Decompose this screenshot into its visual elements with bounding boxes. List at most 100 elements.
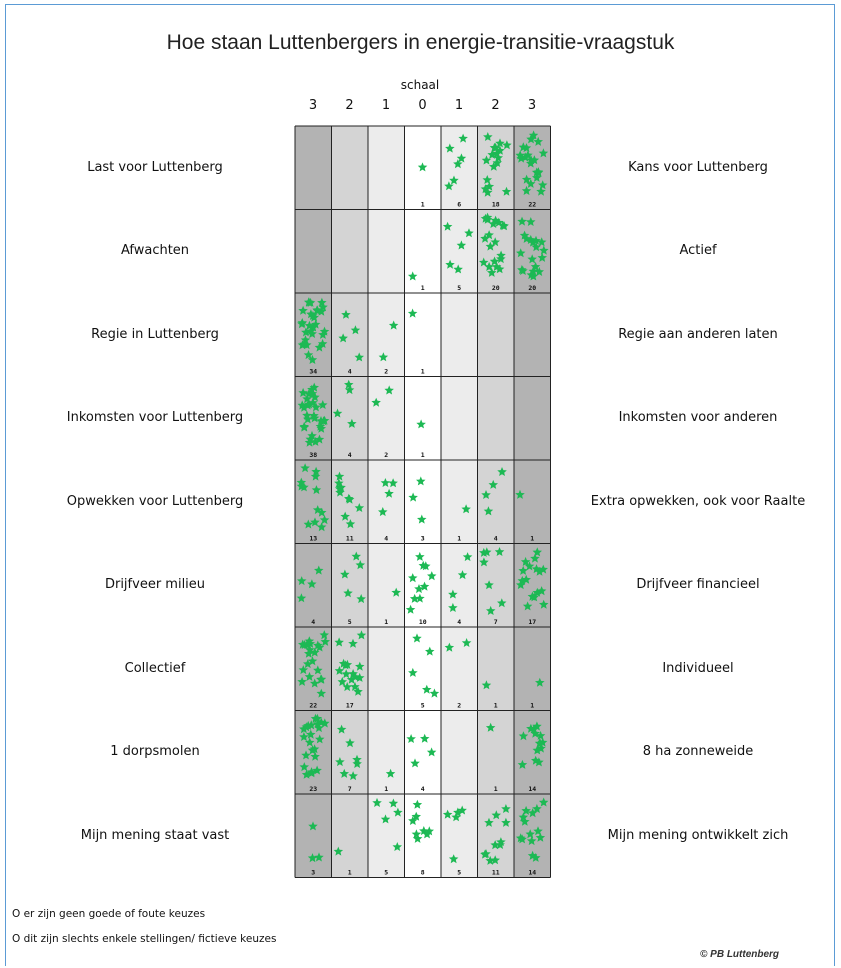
vote-star [309, 410, 319, 420]
vote-star [317, 338, 328, 348]
vote-count: 1 [384, 785, 388, 793]
vote-count: 20 [492, 284, 500, 292]
vote-star [344, 385, 355, 395]
vote-star [350, 325, 361, 335]
vote-star [501, 186, 512, 196]
vote-star [408, 815, 418, 825]
vote-star [489, 256, 500, 266]
row-left-label: Afwachten [120, 243, 190, 259]
vote-star [384, 488, 394, 498]
vote-star [495, 840, 505, 849]
vote-star [534, 266, 544, 276]
vote-star [371, 397, 381, 407]
vote-star [314, 342, 325, 352]
vote-star [462, 552, 473, 562]
vote-star [353, 686, 363, 696]
vote-star [497, 598, 507, 608]
vote-star [481, 849, 491, 858]
vote-star [449, 175, 459, 185]
vote-star [348, 771, 358, 781]
vote-star [490, 855, 500, 865]
vote-star [299, 762, 309, 772]
vote-star [308, 821, 318, 831]
vote-star [316, 717, 326, 727]
vote-star [528, 271, 539, 281]
vote-star [355, 560, 366, 570]
vote-star [306, 720, 316, 730]
vote-star [527, 254, 537, 264]
vote-star [445, 143, 455, 153]
vote-star [320, 636, 330, 646]
vote-star [408, 492, 418, 502]
vote-star [425, 646, 435, 656]
vote-star [533, 167, 544, 177]
vote-star [516, 248, 526, 258]
vote-star [298, 387, 308, 397]
vote-count: 5 [457, 284, 461, 292]
vote-star [411, 829, 422, 839]
vote-star [412, 833, 423, 843]
vote-star [534, 757, 544, 767]
vote-count: 1 [530, 702, 534, 710]
vote-star [345, 519, 356, 529]
vote-star [304, 636, 315, 646]
scale-tick: 3 [308, 98, 318, 113]
vote-star [313, 665, 323, 675]
vote-star [481, 490, 491, 499]
vote-count: 23 [309, 785, 317, 793]
vote-star [415, 551, 425, 561]
vote-star [531, 242, 541, 252]
vote-star [307, 384, 317, 394]
vote-star [350, 681, 360, 691]
vote-count: 4 [457, 618, 461, 626]
vote-star [315, 734, 325, 744]
vote-count: 7 [494, 618, 498, 626]
vote-star [388, 798, 399, 808]
vote-star [515, 489, 525, 499]
vote-star [309, 312, 319, 322]
vote-star [335, 482, 345, 492]
vote-star [533, 136, 543, 146]
vote-star [302, 410, 312, 420]
vote-count: 20 [528, 284, 536, 292]
vote-star [482, 212, 493, 222]
vote-star [310, 647, 320, 657]
vote-count: 4 [348, 368, 352, 376]
copyright-text: © PB Luttenberg [700, 949, 780, 960]
vote-count: 11 [346, 535, 354, 543]
vote-star [525, 829, 535, 839]
vote-star [530, 553, 540, 563]
vote-star [344, 379, 354, 389]
vote-star [517, 759, 528, 769]
vote-star [378, 507, 388, 517]
vote-star [483, 506, 494, 516]
scale-tick: 3 [527, 98, 537, 113]
vote-star [494, 264, 505, 274]
vote-star [311, 466, 321, 476]
vote-star [494, 547, 505, 556]
vote-count: 1 [530, 535, 534, 543]
vote-star [310, 392, 320, 402]
vote-star [497, 467, 507, 476]
vote-star [481, 155, 492, 165]
vote-star [528, 130, 539, 140]
vote-star [314, 723, 324, 733]
vote-count: 3 [421, 535, 425, 543]
vote-star [479, 557, 489, 567]
vote-count: 1 [348, 869, 352, 877]
vote-count: 14 [528, 785, 536, 793]
vote-star [299, 339, 309, 349]
vote-star [518, 266, 528, 275]
vote-count: 2 [457, 702, 461, 710]
vote-star [487, 267, 497, 277]
vote-star [526, 836, 537, 846]
vote-star [490, 215, 501, 225]
vote-star [489, 161, 499, 171]
vote-star [310, 751, 320, 761]
vote-star [481, 680, 492, 690]
vote-star [483, 132, 493, 141]
vote-star [532, 172, 542, 182]
vote-star [494, 217, 504, 227]
vote-star [388, 320, 399, 330]
vote-star [532, 803, 542, 813]
